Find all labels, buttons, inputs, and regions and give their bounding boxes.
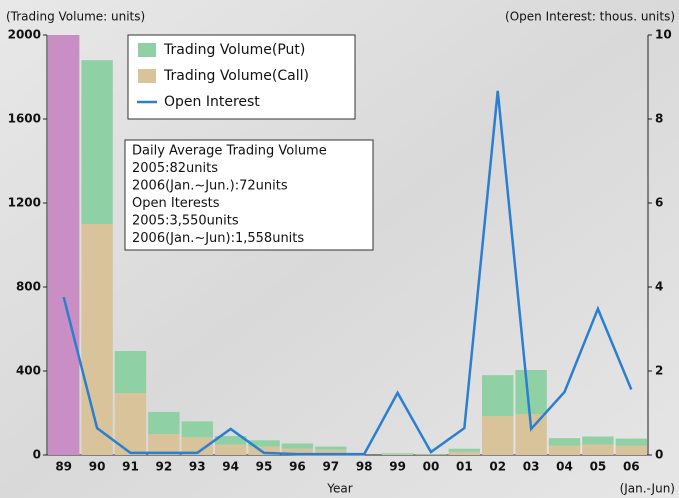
bar-segment (81, 60, 113, 225)
x-tick-label: 94 (222, 460, 239, 474)
bar-segment (615, 445, 647, 455)
x-tick-label: 00 (423, 460, 440, 474)
bar-segment (482, 375, 514, 417)
annotation-line: 2006(Jan.~Jun):1,558units (132, 231, 304, 246)
legend-swatch (138, 69, 156, 83)
legend-swatch (138, 43, 156, 57)
bar-segment (315, 449, 347, 455)
bar-segment (615, 438, 647, 446)
x-tick-label: 99 (389, 460, 406, 474)
y-axis-label: (Trading Volume: units) (6, 10, 145, 24)
annotation-line: 2005:82units (132, 161, 218, 176)
x-tick-label: 05 (590, 460, 607, 474)
x-tick-label: 01 (456, 460, 473, 474)
x-tick-label: 97 (322, 460, 339, 474)
annotation-line: 2005:3,550units (132, 214, 239, 229)
bar-segment (582, 444, 614, 455)
x-tick-label: 90 (89, 460, 106, 474)
bar-segment (582, 436, 614, 445)
annotation-line: 2006(Jan.~Jun.):72units (132, 179, 288, 194)
y-tick-label: 1600 (8, 112, 41, 126)
legend-box (127, 34, 356, 120)
x-tick-label: 96 (289, 460, 306, 474)
y2-tick-label: 0 (655, 448, 663, 462)
y2-axis-label: (Open Interest: thous. units) (505, 10, 675, 24)
bar-segment (448, 451, 481, 455)
x-tick-label: 02 (489, 460, 506, 474)
annotation-box (124, 139, 374, 251)
bar-segment (548, 445, 581, 455)
legend-label: Trading Volume(Call) (163, 68, 309, 84)
y2-tick-label: 4 (655, 280, 663, 294)
y-tick-label: 800 (16, 280, 41, 294)
x-tick-label: 93 (189, 460, 206, 474)
bar-segment (281, 448, 314, 455)
bar-segment (214, 436, 247, 445)
y2-tick-label: 8 (655, 112, 663, 126)
x-tick-label: 04 (556, 460, 573, 474)
bar-segment (381, 453, 414, 455)
bar-segment (482, 416, 514, 455)
x-tick-label: 95 (256, 460, 273, 474)
bar-segment (248, 440, 280, 447)
x-note: (Jan.-Jun) (620, 482, 675, 496)
line (62, 90, 633, 456)
y-tick-label: 400 (16, 364, 41, 378)
legend-label: Trading Volume(Put) (163, 42, 305, 58)
bar-segment (148, 434, 180, 455)
bar-segment (148, 411, 180, 434)
bar-segment (214, 444, 247, 455)
y2-tick-label: 2 (655, 364, 663, 378)
bar-segment (281, 443, 314, 449)
x-tick-label: 06 (623, 460, 640, 474)
x-tick-label: 03 (523, 460, 540, 474)
y2-tick-label: 10 (655, 28, 672, 42)
bar-segment (248, 446, 280, 455)
y-tick-label: 2000 (8, 28, 41, 42)
y-tick-label: 0 (33, 448, 41, 462)
y2-tick-label: 6 (655, 196, 663, 210)
bar-segment (515, 369, 547, 415)
bar-segment (315, 446, 347, 450)
bar-segment (548, 438, 581, 446)
legend-label: Open Interest (164, 94, 260, 110)
x-tick-label: 89 (55, 460, 72, 474)
x-tick-label: 98 (356, 460, 373, 474)
bar-segment (48, 35, 80, 455)
bar-segment (381, 454, 414, 455)
annotation-line: Open Iterests (132, 196, 220, 211)
x-tick-label: 91 (122, 460, 139, 474)
x-axis-label: Year (326, 482, 352, 496)
bar-segment (181, 437, 213, 455)
y-tick-label: 1200 (8, 196, 41, 210)
bar-segment (81, 224, 113, 455)
bar-segment (448, 448, 481, 452)
bar-segment (181, 421, 213, 438)
bar-segment (415, 453, 447, 455)
x-tick-label: 92 (156, 460, 173, 474)
bar-segment (114, 351, 147, 394)
annotation-line: Daily Average Trading Volume (132, 144, 327, 159)
